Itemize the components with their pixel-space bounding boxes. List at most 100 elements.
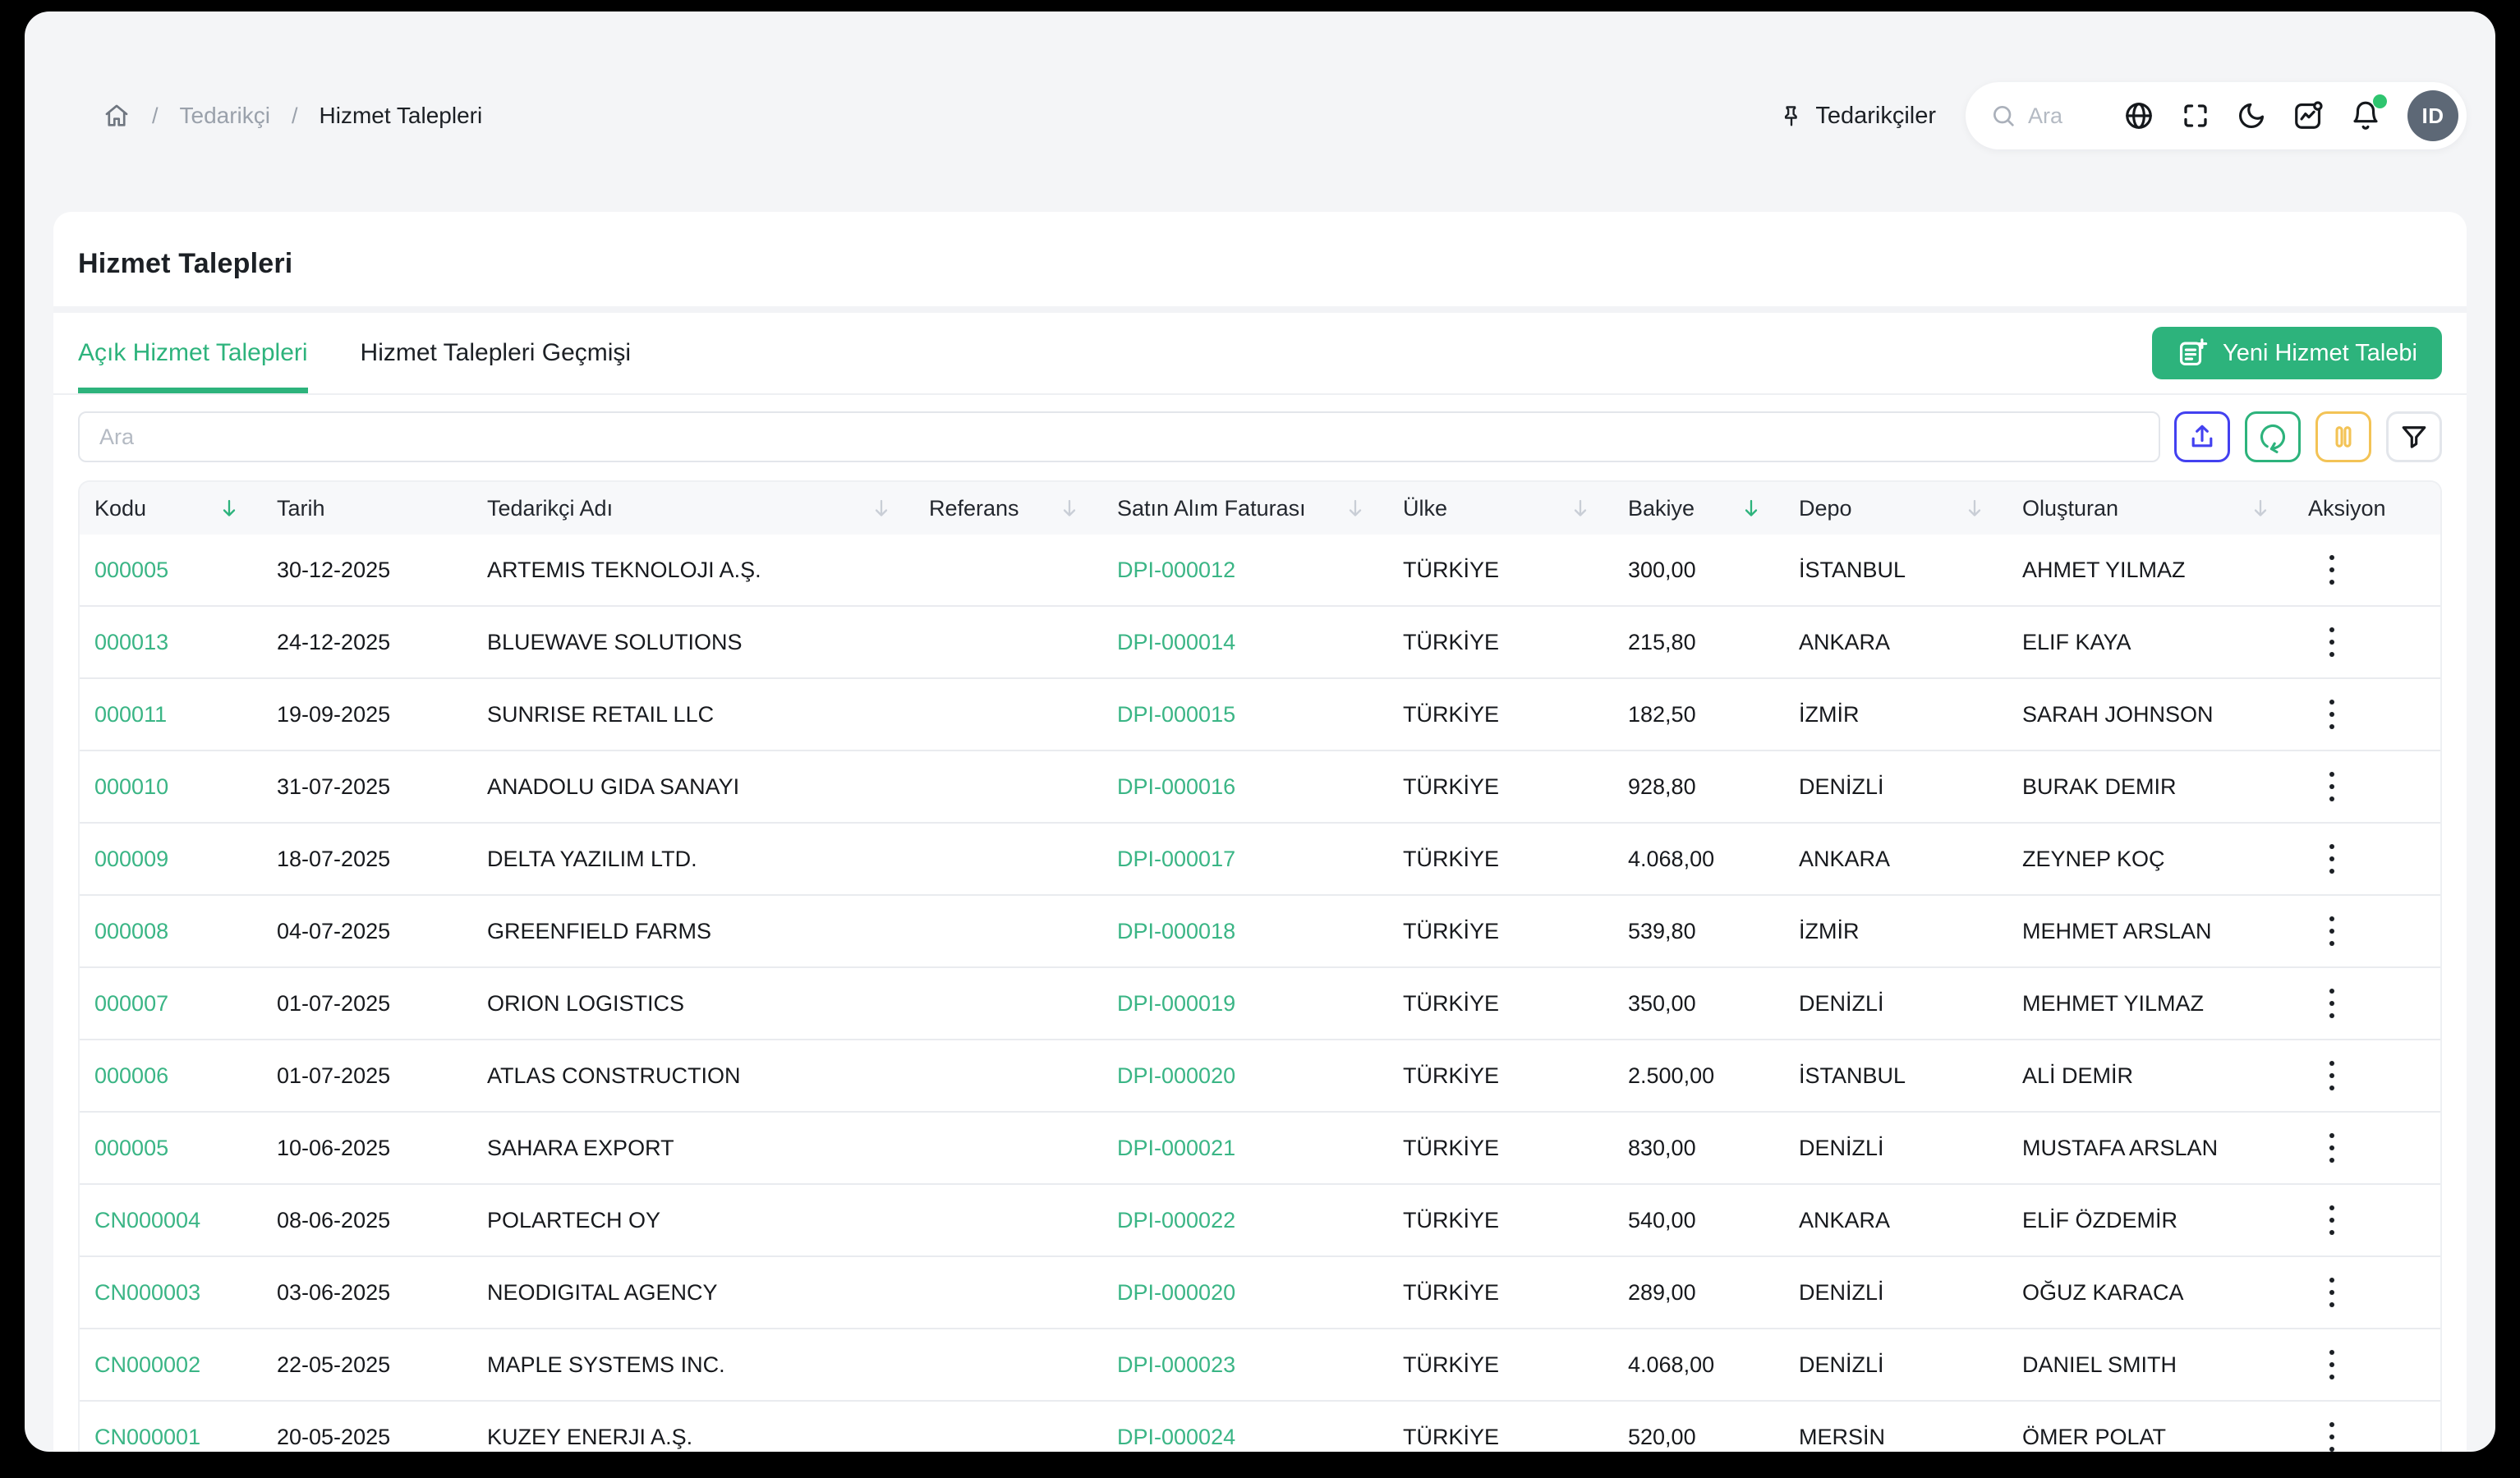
row-actions-button[interactable] — [2308, 908, 2343, 954]
cell-ulke: TÜRKİYE — [1403, 629, 1500, 654]
row-actions-button[interactable] — [2308, 1269, 2343, 1315]
tab-hizmet-talepleri-gecmisi[interactable]: Hizmet Talepleri Geçmişi — [360, 339, 632, 366]
row-actions-button[interactable] — [2308, 691, 2343, 737]
fullscreen-icon — [2181, 101, 2210, 131]
row-actions-button[interactable] — [2308, 1053, 2343, 1099]
row-actions-button[interactable] — [2308, 1197, 2343, 1243]
filter-button[interactable] — [2386, 411, 2442, 462]
purchase-invoice-link[interactable]: DPI-000020 — [1117, 1279, 1236, 1305]
table-row: CN000004 08-06-2025 POLARTECH OY DPI-000022… — [80, 1185, 2440, 1257]
new-service-request-button[interactable]: Yeni Hizmet Talebi — [2152, 327, 2442, 379]
row-actions-button[interactable] — [2308, 980, 2343, 1026]
purchase-invoice-link[interactable]: DPI-000017 — [1117, 846, 1236, 871]
purchase-invoice-link[interactable]: DPI-000021 — [1117, 1135, 1236, 1160]
code-link[interactable]: 000009 — [94, 846, 169, 871]
column-header-lke[interactable]: Ülke — [1403, 496, 1628, 521]
cell-olusturan: ELİF ÖZDEMİR — [2022, 1207, 2178, 1232]
column-label: Aksiyon — [2308, 495, 2386, 521]
notifications-button[interactable] — [2350, 94, 2387, 131]
code-link[interactable]: 000010 — [94, 773, 169, 799]
cell-bakiye: 182,50 — [1628, 701, 1696, 727]
cell-bakiye: 300,00 — [1628, 557, 1696, 582]
cell-tedarikci: KUZEY ENERJI A.Ş. — [487, 1424, 693, 1449]
card-head: Hizmet Talepleri — [53, 212, 2467, 306]
row-actions-button[interactable] — [2308, 547, 2343, 593]
dark-mode-button[interactable] — [2237, 101, 2266, 131]
kebab-icon — [2329, 1205, 2334, 1210]
purchase-invoice-link[interactable]: DPI-000022 — [1117, 1207, 1236, 1232]
row-actions-button[interactable] — [2308, 1342, 2343, 1388]
code-link[interactable]: 000011 — [94, 701, 168, 727]
sort-arrow-icon — [1060, 498, 1079, 519]
code-link[interactable]: CN000002 — [94, 1352, 201, 1377]
row-actions-button[interactable] — [2308, 619, 2343, 665]
purchase-invoice-link[interactable]: DPI-000023 — [1117, 1352, 1236, 1377]
pinned-label: Tedarikçiler — [1815, 102, 1936, 129]
cell-bakiye: 928,80 — [1628, 773, 1696, 799]
code-link[interactable]: CN000001 — [94, 1424, 201, 1449]
activity-button[interactable] — [2292, 100, 2324, 131]
purchase-invoice-link[interactable]: DPI-000018 — [1117, 918, 1236, 943]
purchase-invoice-link[interactable]: DPI-000024 — [1117, 1424, 1236, 1449]
language-button[interactable] — [2123, 100, 2154, 131]
code-link[interactable]: CN000004 — [94, 1207, 201, 1232]
code-link[interactable]: CN000003 — [94, 1279, 201, 1305]
code-link[interactable]: 000006 — [94, 1063, 169, 1088]
table-row: 000010 31-07-2025 ANADOLU GIDA SANAYI DPI-0… — [80, 751, 2440, 824]
column-header-tedarik-i-ad[interactable]: Tedarikçi Adı — [487, 496, 929, 521]
tab-acik-hizmet-talepleri[interactable]: Açık Hizmet Talepleri — [78, 313, 308, 393]
cell-tarih: 30-12-2025 — [277, 557, 391, 582]
purchase-invoice-link[interactable]: DPI-000014 — [1117, 629, 1236, 654]
column-header-depo[interactable]: Depo — [1799, 496, 2022, 521]
purchase-invoice-link[interactable]: DPI-000015 — [1117, 701, 1236, 727]
code-link[interactable]: 000005 — [94, 557, 169, 582]
column-header-kodu[interactable]: Kodu — [80, 496, 277, 521]
kebab-icon — [2329, 1278, 2334, 1283]
column-header-bakiye[interactable]: Bakiye — [1628, 496, 1799, 521]
cell-tedarikci: ANADOLU GIDA SANAYI — [487, 773, 740, 799]
purchase-invoice-link[interactable]: DPI-000012 — [1117, 557, 1236, 582]
code-link[interactable]: 000007 — [94, 990, 169, 1016]
row-actions-button[interactable] — [2308, 764, 2343, 810]
code-link[interactable]: 000008 — [94, 918, 169, 943]
purchase-invoice-link[interactable]: DPI-000016 — [1117, 773, 1236, 799]
cell-ulke: TÜRKİYE — [1403, 1207, 1500, 1232]
kebab-icon — [2329, 916, 2334, 921]
column-header-olu-turan[interactable]: Oluşturan — [2022, 496, 2308, 521]
cell-aksiyon — [2308, 908, 2440, 954]
purchase-invoice-link[interactable]: DPI-000020 — [1117, 1063, 1236, 1088]
cell-tarih: 22-05-2025 — [277, 1352, 391, 1377]
row-actions-button[interactable] — [2308, 1414, 2343, 1452]
row-actions-button[interactable] — [2308, 836, 2343, 882]
cell-olusturan: MEHMET ARSLAN — [2022, 918, 2212, 943]
cell-olusturan: MEHMET YILMAZ — [2022, 990, 2205, 1016]
code-link[interactable]: 000013 — [94, 629, 169, 654]
row-actions-button[interactable] — [2308, 1125, 2343, 1171]
column-label: Referans — [929, 495, 1019, 521]
fullscreen-button[interactable] — [2181, 101, 2210, 131]
column-header-sat-n-al-m-faturas[interactable]: Satın Alım Faturası — [1117, 496, 1403, 521]
refresh-button[interactable] — [2245, 411, 2301, 462]
code-link[interactable]: 000005 — [94, 1135, 169, 1160]
globe-icon — [2123, 100, 2154, 131]
avatar[interactable]: ID — [2407, 90, 2458, 141]
cell-bakiye: 540,00 — [1628, 1207, 1696, 1232]
column-header-referans[interactable]: Referans — [929, 496, 1117, 521]
column-header-tarih: Tarih — [277, 496, 487, 521]
global-search-placeholder: Ara — [2028, 103, 2063, 128]
kebab-icon — [2329, 1133, 2334, 1138]
purchase-invoice-link[interactable]: DPI-000019 — [1117, 990, 1236, 1016]
upload-button[interactable] — [2174, 411, 2230, 462]
columns-button[interactable] — [2315, 411, 2371, 462]
home-icon[interactable] — [103, 102, 131, 130]
pinned-shortcut[interactable]: Tedarikçiler — [1779, 103, 1936, 130]
cell-tedarikci: DELTA YAZILIM LTD. — [487, 846, 697, 871]
cell-olusturan: OĞUZ KARACA — [2022, 1279, 2184, 1305]
table-search-input[interactable] — [78, 411, 2160, 462]
cell-depo: ANKARA — [1799, 1207, 1891, 1232]
cell-tarih: 31-07-2025 — [277, 773, 391, 799]
cell-tedarikci: ORION LOGISTICS — [487, 990, 685, 1016]
breadcrumb-item-tedarikci[interactable]: Tedarikçi — [179, 103, 270, 128]
table-row: CN000003 03-06-2025 NEODIGITAL AGENCY DPI-0… — [80, 1257, 2440, 1329]
global-search[interactable]: Ara — [1990, 103, 2097, 129]
